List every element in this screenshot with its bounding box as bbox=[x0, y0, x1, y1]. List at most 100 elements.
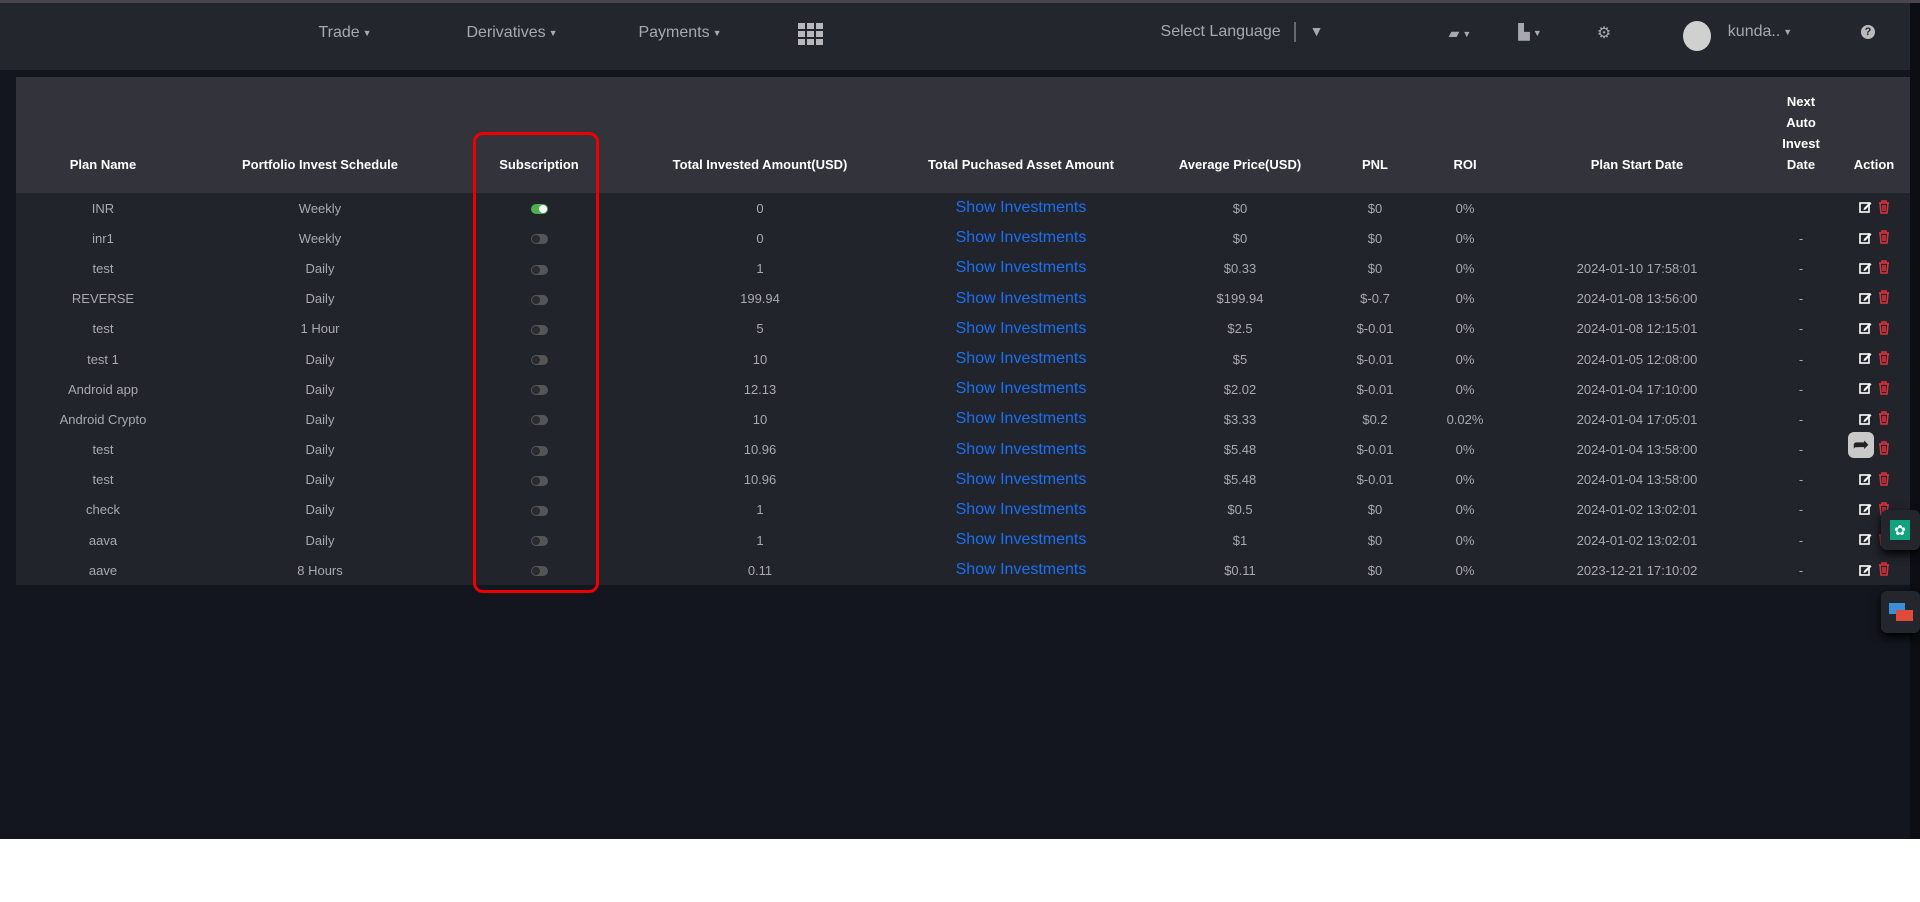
purchased-cell: Show Investments bbox=[892, 253, 1150, 283]
edit-icon[interactable] bbox=[1858, 351, 1872, 365]
roi: 0% bbox=[1455, 260, 1475, 276]
delete-icon[interactable] bbox=[1878, 411, 1890, 425]
edit-icon[interactable] bbox=[1858, 321, 1872, 334]
column-header: Plan Start Date bbox=[1590, 157, 1684, 172]
edit-icon[interactable] bbox=[1858, 563, 1872, 576]
plan-start-date bbox=[1510, 193, 1764, 223]
schedule: Daily bbox=[305, 411, 335, 427]
roi: 0% bbox=[1455, 562, 1475, 578]
subscription-toggle[interactable] bbox=[530, 536, 548, 547]
chatgpt-widget[interactable]: ✿ bbox=[1881, 510, 1920, 550]
edit-icon[interactable] bbox=[1858, 261, 1872, 274]
edit-icon[interactable] bbox=[1858, 502, 1872, 516]
total-invested: 0 bbox=[756, 230, 764, 246]
delete-icon[interactable] bbox=[1878, 351, 1890, 365]
total-invested: 10.96 bbox=[743, 442, 777, 458]
edit-icon[interactable] bbox=[1858, 532, 1872, 546]
subscription-toggle[interactable] bbox=[530, 324, 548, 335]
show-investments-link[interactable]: Show Investments bbox=[955, 500, 1087, 518]
show-investments-link[interactable]: Show Investments bbox=[955, 561, 1087, 579]
show-investments-link[interactable]: Show Investments bbox=[955, 289, 1087, 307]
edit-icon[interactable] bbox=[1858, 381, 1872, 395]
chat-widget[interactable] bbox=[1881, 591, 1920, 633]
show-investments-link[interactable]: Show Investments bbox=[955, 531, 1087, 549]
delete-icon[interactable] bbox=[1878, 290, 1890, 305]
gear-icon[interactable]: ⚙ bbox=[1596, 25, 1612, 42]
delete-icon[interactable] bbox=[1878, 471, 1890, 486]
show-investments-link[interactable]: Show Investments bbox=[955, 470, 1087, 488]
subscription-toggle[interactable] bbox=[530, 234, 548, 245]
action-cell bbox=[1838, 284, 1910, 314]
caret-down-icon: ▼ bbox=[1783, 26, 1793, 37]
column-header: Total Invested Amount(USD) bbox=[672, 157, 848, 172]
pnl: $-0.01 bbox=[1356, 321, 1394, 337]
plan-name: REVERSE bbox=[71, 291, 135, 307]
subscription-toggle[interactable] bbox=[530, 264, 548, 275]
subscription-cell bbox=[450, 223, 628, 253]
pnl: $0 bbox=[1367, 260, 1383, 276]
show-investments-link[interactable]: Show Investments bbox=[955, 440, 1087, 458]
nav-trade[interactable]: Trade ▼ bbox=[318, 24, 371, 42]
share-icon[interactable]: ➦ bbox=[1848, 432, 1874, 458]
show-investments-link[interactable]: Show Investments bbox=[955, 319, 1087, 337]
edit-icon[interactable] bbox=[1858, 200, 1872, 214]
table-row: test 1 Daily 10 Show Investments $5 $-0.… bbox=[16, 344, 1910, 374]
edit-icon[interactable] bbox=[1858, 472, 1872, 485]
action-cell bbox=[1838, 193, 1910, 223]
subscription-toggle[interactable] bbox=[530, 294, 548, 305]
edit-icon[interactable] bbox=[1858, 231, 1872, 244]
show-investments-link[interactable]: Show Investments bbox=[955, 199, 1087, 217]
subscription-toggle[interactable] bbox=[530, 385, 548, 396]
delete-icon[interactable] bbox=[1878, 230, 1890, 244]
edit-icon[interactable] bbox=[1858, 412, 1872, 425]
user-menu[interactable]: kunda.. ▼ bbox=[1728, 23, 1792, 41]
action-cell bbox=[1838, 344, 1910, 374]
next-invest-date: - bbox=[1798, 381, 1804, 397]
subscription-toggle[interactable] bbox=[530, 566, 548, 577]
language-select[interactable]: Select Language ▼ bbox=[1160, 22, 1323, 42]
delete-icon[interactable] bbox=[1878, 441, 1890, 456]
show-investments-link[interactable]: Show Investments bbox=[955, 410, 1087, 428]
delete-icon[interactable] bbox=[1878, 260, 1890, 274]
schedule: Weekly bbox=[298, 230, 342, 246]
nav-derivatives[interactable]: Derivatives ▼ bbox=[466, 24, 557, 42]
scrollbar[interactable] bbox=[1910, 3, 1920, 839]
subscription-toggle[interactable] bbox=[530, 506, 548, 517]
average-price: $0.5 bbox=[1227, 502, 1253, 518]
bag-icon[interactable]: ▙ ▼ bbox=[1518, 24, 1542, 41]
subscription-toggle[interactable] bbox=[530, 204, 548, 215]
subscription-toggle[interactable] bbox=[530, 355, 548, 366]
schedule: 1 Hour bbox=[300, 321, 340, 337]
pnl: $0 bbox=[1367, 532, 1383, 548]
table-row: test Daily 10.96 Show Investments $5.48 … bbox=[16, 465, 1910, 495]
subscription-toggle[interactable] bbox=[530, 475, 548, 486]
purchased-cell: Show Investments bbox=[892, 344, 1150, 374]
show-investments-link[interactable]: Show Investments bbox=[955, 350, 1087, 368]
help-icon[interactable]: ? bbox=[1861, 25, 1875, 39]
delete-icon[interactable] bbox=[1878, 320, 1890, 335]
nav-payments[interactable]: Payments ▼ bbox=[638, 24, 721, 42]
nav-label: Derivatives bbox=[466, 24, 546, 41]
average-price: $0 bbox=[1232, 230, 1248, 246]
total-invested: 1 bbox=[756, 532, 764, 548]
language-label: Select Language bbox=[1160, 23, 1281, 41]
average-price: $5.48 bbox=[1223, 442, 1257, 458]
pnl: $-0.01 bbox=[1356, 351, 1394, 367]
show-investments-link[interactable]: Show Investments bbox=[955, 229, 1087, 247]
delete-icon[interactable] bbox=[1878, 381, 1890, 395]
subscription-toggle[interactable] bbox=[530, 415, 548, 426]
delete-icon[interactable] bbox=[1878, 200, 1890, 214]
avatar[interactable] bbox=[1683, 21, 1711, 51]
grid-icon[interactable] bbox=[798, 23, 824, 45]
top-border bbox=[0, 0, 1920, 3]
next-invest-date: - bbox=[1798, 291, 1804, 307]
show-investments-link[interactable]: Show Investments bbox=[955, 380, 1087, 398]
edit-icon[interactable] bbox=[1858, 291, 1872, 304]
purchased-cell: Show Investments bbox=[892, 404, 1150, 434]
nav-label: Payments bbox=[638, 24, 710, 41]
delete-icon[interactable] bbox=[1878, 562, 1890, 576]
subscription-toggle[interactable] bbox=[530, 445, 548, 456]
book-icon[interactable]: ▰ ▼ bbox=[1448, 25, 1472, 41]
app: Trade ▼ Derivatives ▼ Payments ▼ Select Lan… bbox=[0, 0, 1920, 839]
show-investments-link[interactable]: Show Investments bbox=[955, 259, 1087, 277]
